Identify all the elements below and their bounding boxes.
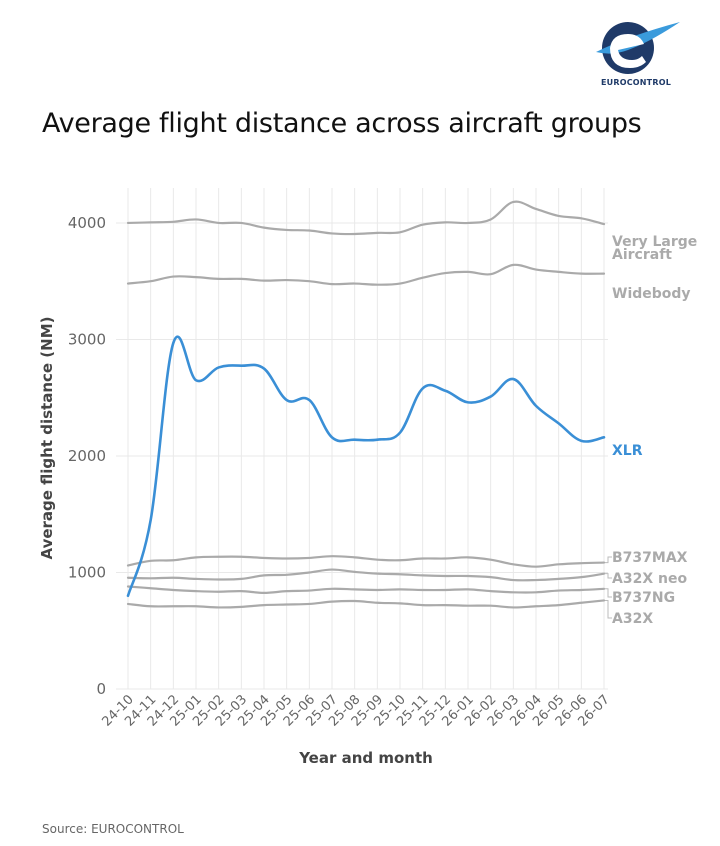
series-label: A32X neo	[612, 571, 687, 587]
source-note: Source: EUROCONTROL	[42, 822, 184, 836]
y-tick-label: 4000	[68, 214, 106, 232]
y-axis-ticks: 0 1000 2000 3000 4000	[68, 214, 106, 698]
eurocontrol-logo	[596, 22, 680, 74]
series-label: B737MAX	[612, 550, 688, 566]
series-line-b737ng	[126, 585, 606, 594]
y-tick-label: 0	[96, 680, 106, 698]
series-line-b737max	[126, 555, 606, 568]
series-label: Widebody	[612, 286, 691, 302]
label-leader-line	[605, 599, 612, 619]
series-line-xlr	[126, 335, 606, 598]
series-line-very-large-aircraft	[126, 200, 606, 236]
series-label: Aircraft	[612, 247, 672, 263]
series-lines	[126, 200, 606, 609]
logo-text: EUROCONTROL	[600, 78, 671, 87]
series-label: XLR	[612, 443, 643, 459]
grid-lines	[116, 188, 608, 690]
series-label: A32X	[612, 611, 653, 627]
series-label: B737NG	[612, 590, 675, 606]
label-leader-line	[605, 588, 612, 598]
label-leader-line	[605, 556, 612, 564]
y-axis-label: Average flight distance (NM)	[38, 316, 56, 559]
y-tick-label: 1000	[68, 563, 106, 581]
y-tick-label: 3000	[68, 330, 106, 348]
series-line-a32x	[126, 599, 606, 609]
series-label: Very Large	[612, 234, 697, 250]
x-axis-label: Year and month	[298, 749, 433, 767]
logo-e-icon	[610, 34, 646, 68]
label-leader-line	[605, 573, 612, 579]
line-chart: 0 1000 2000 3000 4000 24-1024-1124-1225-0125…	[38, 188, 697, 767]
series-line-a32x-neo	[126, 568, 606, 582]
series-line-widebody	[126, 263, 606, 286]
x-axis-ticks: 24-1024-1124-1225-0125-0225-0325-0425-05…	[100, 692, 613, 729]
chart-title: Average flight distance across aircraft …	[42, 108, 642, 139]
y-tick-label: 2000	[68, 447, 106, 465]
